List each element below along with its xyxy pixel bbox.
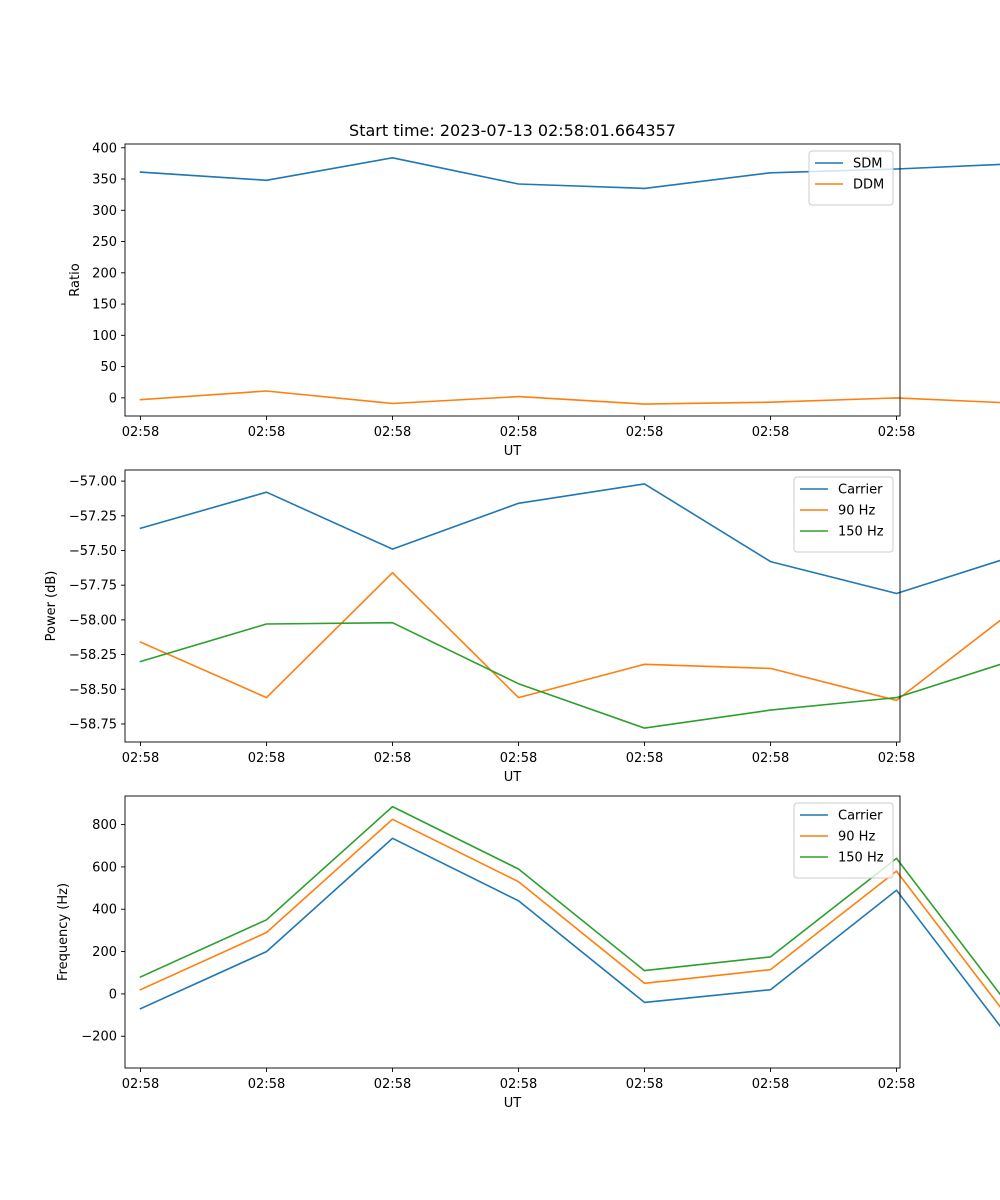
y-tick-label: −58.25 bbox=[69, 648, 117, 663]
y-tick-label: −58.75 bbox=[69, 717, 117, 732]
x-tick-label: 02:58 bbox=[122, 751, 159, 766]
legend-label: Carrier bbox=[838, 809, 883, 824]
x-tick-label: 02:58 bbox=[500, 1077, 537, 1092]
x-tick-label: 02:58 bbox=[500, 751, 537, 766]
legend: Carrier 90 Hz 150 Hz bbox=[793, 802, 894, 879]
legend-label: DDM bbox=[853, 178, 884, 193]
legend-label: 90 Hz bbox=[838, 504, 875, 519]
x-tick-label: 02:58 bbox=[752, 1077, 789, 1092]
y-tick-label: 50 bbox=[100, 360, 117, 375]
y-tick-label: 200 bbox=[92, 266, 117, 281]
plot-frame bbox=[124, 143, 901, 417]
legend-label: 150 Hz bbox=[838, 851, 884, 866]
y-tick-label: 300 bbox=[92, 204, 117, 219]
y-tick-label: −58.50 bbox=[69, 683, 117, 698]
x-tick-label: 02:58 bbox=[374, 1077, 411, 1092]
legend-box bbox=[793, 802, 894, 879]
panel-3: 02:58 02:58 02:58 02:58 02:58 02:58 02:58 UT −20… bbox=[56, 795, 1000, 1111]
x-tick-label: 02:58 bbox=[878, 1077, 915, 1092]
plot-frame bbox=[124, 469, 901, 743]
plot-frame bbox=[124, 795, 901, 1069]
y-tick-label: −200 bbox=[81, 1030, 117, 1045]
series-line-carrier bbox=[139, 837, 1000, 1028]
x-tick-label: 02:58 bbox=[626, 1077, 663, 1092]
y-tick-label: 800 bbox=[92, 818, 117, 833]
series-line-ddm bbox=[139, 390, 1000, 405]
x-tick-label: 02:58 bbox=[752, 751, 789, 766]
legend-label: 90 Hz bbox=[838, 830, 875, 845]
legend-label: SDM bbox=[853, 157, 882, 172]
x-tick-label: 02:58 bbox=[248, 751, 285, 766]
y-axis-label: Power (dB) bbox=[44, 571, 59, 642]
y-tick-label: 100 bbox=[92, 329, 117, 344]
series-line-90-hz bbox=[139, 818, 1000, 1009]
x-tick-label: 02:58 bbox=[374, 425, 411, 440]
x-tick-label: 02:58 bbox=[626, 751, 663, 766]
x-tick-label: 02:58 bbox=[248, 425, 285, 440]
y-tick-label: 250 bbox=[92, 235, 117, 250]
series-line-90-hz bbox=[139, 571, 1000, 702]
x-tick-label: 02:58 bbox=[752, 425, 789, 440]
y-tick-label: 0 bbox=[109, 391, 117, 406]
x-tick-label: 02:58 bbox=[626, 425, 663, 440]
legend: Carrier 90 Hz 150 Hz bbox=[793, 476, 894, 553]
y-tick-label: 150 bbox=[92, 298, 117, 313]
legend-label: 150 Hz bbox=[838, 525, 884, 540]
legend-label: Carrier bbox=[838, 483, 883, 498]
y-tick-label: 400 bbox=[92, 903, 117, 918]
x-tick-label: 02:58 bbox=[878, 751, 915, 766]
x-tick-label: 02:58 bbox=[878, 425, 915, 440]
y-tick-label: 350 bbox=[92, 173, 117, 188]
y-tick-label: −57.75 bbox=[69, 579, 117, 594]
y-tick-label: 200 bbox=[92, 945, 117, 960]
y-tick-label: 600 bbox=[92, 860, 117, 875]
x-axis-label: UT bbox=[504, 770, 522, 785]
panel-1: Start time: 2023-07-13 02:58:01.66435702… bbox=[68, 121, 1000, 459]
y-tick-label: −57.50 bbox=[69, 544, 117, 559]
legend-box bbox=[808, 150, 894, 206]
series-line-carrier bbox=[139, 483, 1000, 595]
legend: SDM DDM bbox=[808, 150, 894, 206]
y-tick-label: −58.00 bbox=[69, 613, 117, 628]
y-axis-label: Ratio bbox=[68, 263, 83, 296]
series-line-150-hz bbox=[139, 621, 1000, 729]
x-tick-label: 02:58 bbox=[122, 1077, 159, 1092]
x-tick-label: 02:58 bbox=[500, 425, 537, 440]
y-tick-label: −57.00 bbox=[69, 475, 117, 490]
x-tick-label: 02:58 bbox=[374, 751, 411, 766]
y-tick-label: 400 bbox=[92, 141, 117, 156]
y-tick-label: −57.25 bbox=[69, 509, 117, 524]
x-tick-label: 02:58 bbox=[122, 425, 159, 440]
panel-2: 02:58 02:58 02:58 02:58 02:58 02:58 02:58 UT −57… bbox=[44, 469, 1000, 785]
legend-box bbox=[793, 476, 894, 553]
x-axis-label: UT bbox=[504, 1096, 522, 1111]
x-tick-label: 02:58 bbox=[248, 1077, 285, 1092]
chart-title: Start time: 2023-07-13 02:58:01.664357 bbox=[349, 121, 676, 140]
y-tick-label: 0 bbox=[109, 987, 117, 1002]
x-axis-label: UT bbox=[504, 444, 522, 459]
y-axis-label: Frequency (Hz) bbox=[56, 883, 71, 981]
